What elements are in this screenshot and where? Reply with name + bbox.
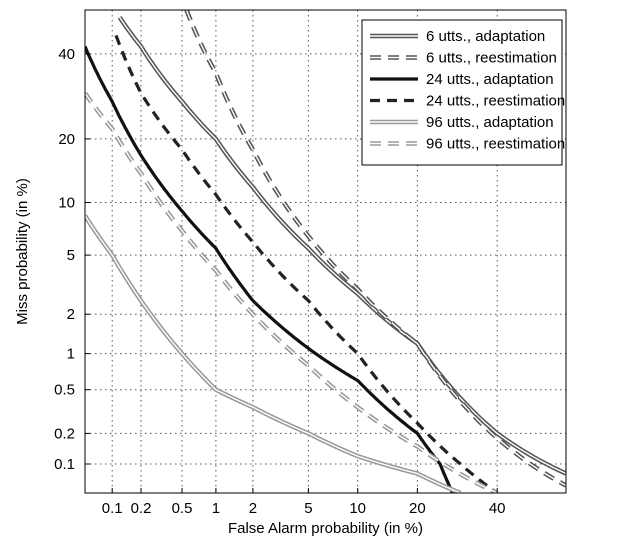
legend-label: 24 utts., reestimation [426, 93, 565, 110]
x-tick-label: 0.5 [172, 500, 193, 517]
legend-label: 24 utts., adaptation [426, 71, 554, 88]
legend: 6 utts., adaptation 6 utts., reestimation… [361, 19, 565, 166]
legend-item: 24 utts., reestimation [370, 93, 565, 110]
legend-label: 6 utts., reestimation [426, 50, 557, 67]
x-tick-label: 5 [304, 500, 312, 517]
plot-frame [84, 9, 567, 494]
legend-label: 96 utts., reestimation [426, 136, 565, 153]
legend-label: 6 utts., adaptation [426, 28, 545, 45]
y-tick-label: 10 [58, 195, 75, 212]
series-path [185, 10, 566, 487]
series-line-2 [184, 10, 566, 488]
y-tick-label: 20 [58, 131, 75, 148]
x-tick-label: 2 [249, 500, 257, 517]
y-tick-label: 0.5 [54, 382, 75, 399]
legend-item: 96 utts., reestimation [370, 136, 565, 153]
x-tick-label: 40 [489, 500, 506, 517]
legend-item: 96 utts., adaptation [370, 114, 554, 131]
legend-item: 6 utts., adaptation [370, 28, 545, 45]
x-tick-label: 0.1 [102, 500, 123, 517]
y-tick-labels: 0.1 0.2 0.5 1 2 5 10 20 40 [54, 46, 90, 473]
series-path [85, 92, 498, 493]
y-tick-label: 0.2 [54, 425, 75, 442]
series-group [85, 10, 566, 493]
y-tick-label: 0.1 [54, 456, 75, 473]
x-tick-label: 0.2 [131, 500, 152, 517]
legend-item: 6 utts., reestimation [370, 50, 557, 67]
legend-box [361, 19, 563, 166]
legend-item: 24 utts., adaptation [370, 71, 554, 88]
series-line-4 [114, 34, 499, 493]
series-path [85, 215, 461, 493]
x-tick-label: 20 [409, 500, 426, 517]
x-tick-labels: 0.1 0.2 0.5 1 2 5 10 20 40 [102, 488, 506, 517]
y-axis-label: Miss probability (in %) [14, 178, 31, 325]
y-tick-label: 1 [67, 346, 75, 363]
x-axis-label: False Alarm probability (in %) [228, 520, 423, 537]
series-line-5 [85, 214, 462, 493]
x-tick-label: 1 [212, 500, 220, 517]
series-path [85, 45, 454, 493]
x-tick-label: 10 [349, 500, 366, 517]
series-line-6 [85, 91, 499, 493]
y-tick-label: 5 [67, 247, 75, 264]
legend-label: 96 utts., adaptation [426, 114, 554, 131]
series-path [114, 34, 499, 493]
series-line-3 [85, 45, 454, 493]
y-tick-label: 40 [58, 46, 75, 63]
y-tick-label: 2 [67, 306, 75, 323]
